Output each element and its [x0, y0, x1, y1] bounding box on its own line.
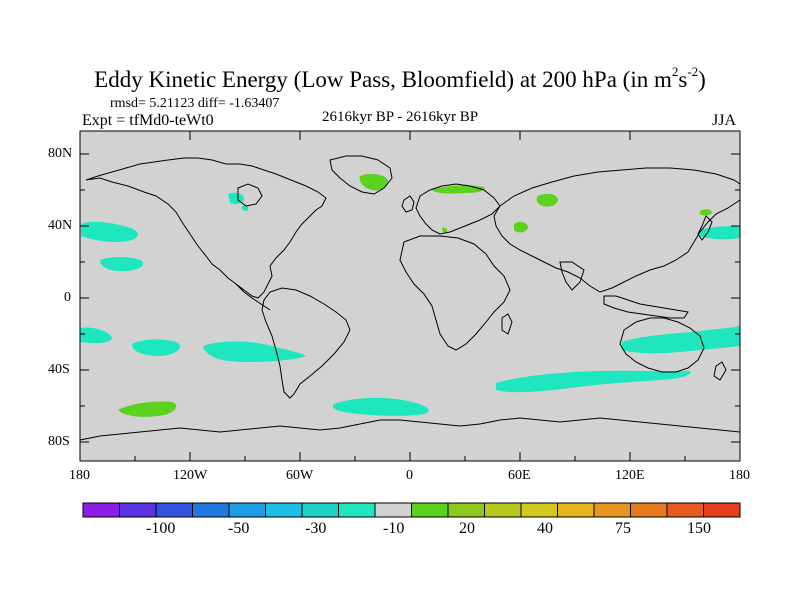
anomaly-hudson-2 [241, 205, 249, 211]
colorbar-swatch [520, 502, 558, 518]
lat-label-80s: 80S [48, 434, 70, 449]
negative-anomalies [80, 192, 740, 416]
lon-label-120e: 120E [615, 468, 645, 483]
colorbar-swatch [119, 502, 157, 518]
colorbar-swatch [155, 502, 193, 518]
anomaly-south-atlantic [332, 397, 429, 416]
new-zealand-coast [713, 361, 727, 381]
stats-text: rmsd= 5.21123 diff= -1.63407 [110, 96, 280, 111]
australia-coast [619, 317, 705, 373]
colorbar-label-6: 40 [537, 520, 553, 537]
japan-coast [697, 215, 713, 241]
lat-label-40s: 40S [48, 362, 70, 377]
colorbar-swatch [447, 502, 485, 518]
colorbar-swatch [557, 502, 595, 518]
plot-title: Eddy Kinetic Energy (Low Pass, Bloomfiel… [94, 64, 706, 92]
anomaly-south-pacific-west [80, 327, 112, 344]
colorbar-swatch [593, 502, 631, 518]
lon-label-180e: 180 [729, 468, 750, 483]
lat-label-0: 0 [64, 290, 71, 305]
experiment-label: Expt = tfMd0-teWt0 [82, 112, 214, 129]
anomaly-gulf-alaska [81, 221, 138, 243]
colorbar [82, 502, 741, 518]
central-america-coast [235, 283, 271, 311]
hudson-bay-coast [237, 183, 263, 207]
anomaly-caspian [514, 221, 528, 233]
colorbar-label-1: -100 [146, 520, 176, 537]
greenland-coast [329, 155, 393, 195]
colorbar-swatch [338, 502, 376, 518]
colorbar-label-5: 20 [459, 520, 475, 537]
anomaly-nw-pacific [700, 226, 740, 240]
lon-ticks [134, 131, 686, 461]
anomaly-mediterranean [442, 227, 448, 233]
lon-label-180w: 180 [69, 468, 90, 483]
anomaly-west-siberia [536, 193, 558, 207]
africa-coast [399, 235, 511, 351]
anomaly-scandinavia [432, 185, 485, 194]
colorbar-label-7: 75 [615, 520, 631, 537]
colorbar-label-8: 150 [687, 520, 711, 537]
lon-label-60w: 60W [286, 468, 314, 483]
madagascar-coast [501, 313, 513, 335]
indonesia-coast [603, 295, 689, 319]
anomaly-indian-southern [496, 370, 691, 393]
colorbar-swatch [630, 502, 668, 518]
lat-label-40n: 40N [48, 218, 73, 233]
positive-anomalies [118, 173, 712, 417]
period-label: 2616kyr BP - 2616kyr BP [322, 109, 479, 125]
antarctica-coast [79, 417, 741, 441]
anomaly-southern-pacific-pos [118, 401, 177, 417]
lon-label-0: 0 [406, 468, 413, 483]
colorbar-swatch [301, 502, 339, 518]
uk-coast [401, 195, 415, 213]
colorbar-swatch [265, 502, 303, 518]
europe-coast [415, 183, 501, 235]
lat-ticks [80, 153, 740, 443]
lon-label-60e: 60E [508, 468, 531, 483]
colorbar-swatch [192, 502, 230, 518]
india-coast [559, 261, 585, 291]
south-america-coast [261, 287, 351, 399]
asia-coast [493, 167, 741, 293]
colorbar-swatch [666, 502, 704, 518]
north-america-coast [85, 157, 327, 299]
colorbar-swatch [703, 502, 741, 518]
anomaly-greenland [359, 173, 388, 191]
colorbar-label-4: -10 [383, 520, 405, 537]
season-label: JJA [712, 112, 737, 129]
colorbar-swatch [484, 502, 522, 518]
anomaly-ne-pacific [100, 257, 144, 272]
colorbar-swatch [411, 502, 449, 518]
colorbar-label-3: -30 [305, 520, 327, 537]
colorbar-label-2: -50 [228, 520, 250, 537]
colorbar-swatch [82, 502, 120, 518]
anomaly-kamchatka [700, 209, 712, 216]
anomaly-south-pacific-mid [132, 339, 180, 356]
anomaly-south-pacific-central [203, 341, 306, 362]
lon-label-120w: 120W [173, 468, 208, 483]
colorbar-swatch [228, 502, 266, 518]
colorbar-swatch [374, 502, 412, 518]
coastlines [79, 155, 741, 441]
lat-label-80n: 80N [48, 146, 73, 161]
anomaly-australia-south [622, 326, 740, 354]
